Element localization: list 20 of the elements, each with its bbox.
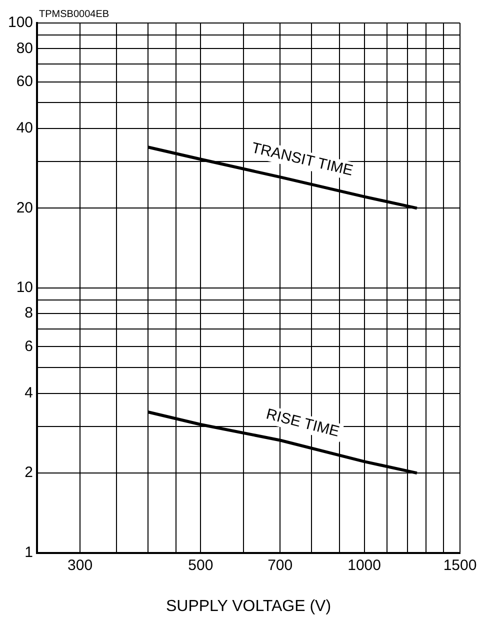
x-tick-label: 500 xyxy=(188,556,214,574)
y-tick-label: 60 xyxy=(16,72,34,90)
y-tick-label: 6 xyxy=(24,338,34,355)
x-tick-label: 300 xyxy=(68,556,93,574)
x-tick-label: 1500 xyxy=(443,556,477,574)
y-tick-label: 100 xyxy=(8,14,34,32)
y-tick-label: 20 xyxy=(16,199,34,216)
text: TPMSB0004EB xyxy=(39,8,110,20)
text: TRANSIT TIME xyxy=(250,139,355,180)
text: RISE TIME xyxy=(264,406,341,441)
y-tick-label: 8 xyxy=(24,304,34,322)
y-tick-label: 4 xyxy=(24,384,34,402)
y-tick-label: 40 xyxy=(16,120,34,137)
x-tick-label: 700 xyxy=(268,556,293,574)
x-axis-title: SUPPLY VOLTAGE (V) xyxy=(166,598,332,615)
y-tick-label: 1 xyxy=(24,544,34,561)
y-tick-label: 2 xyxy=(24,464,34,482)
y-tick-label: 10 xyxy=(16,279,34,296)
y-tick-label: 80 xyxy=(16,40,34,57)
x-tick-label: 1000 xyxy=(348,556,381,574)
